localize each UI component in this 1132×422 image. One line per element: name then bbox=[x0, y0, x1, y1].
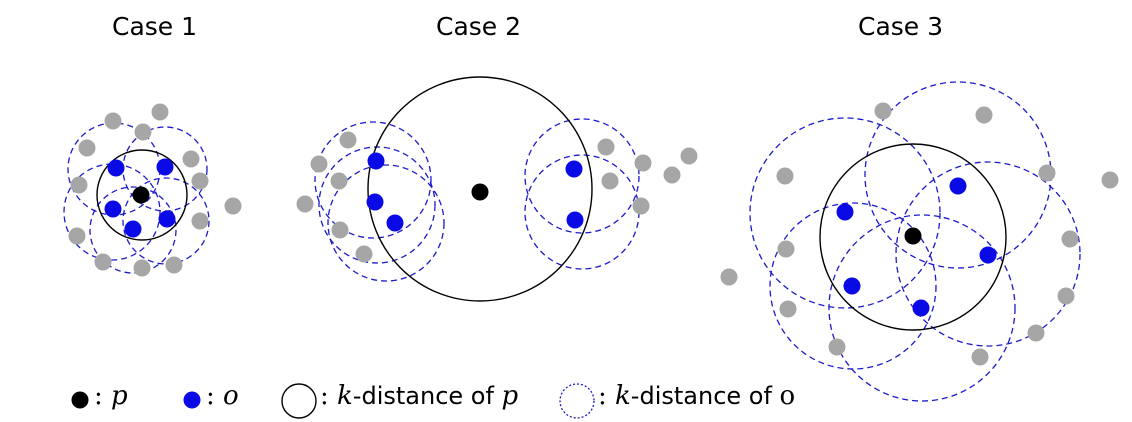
legend-kp-separator: : bbox=[320, 381, 338, 411]
other-point bbox=[597, 138, 615, 156]
legend-ko-separator: : bbox=[598, 381, 616, 411]
other-point bbox=[776, 167, 794, 185]
other-point bbox=[331, 221, 349, 239]
other-point bbox=[182, 150, 200, 168]
other-point bbox=[191, 212, 209, 230]
other-point bbox=[224, 197, 242, 215]
other-point bbox=[330, 172, 348, 190]
k-distance-o-circle bbox=[749, 117, 941, 309]
other-point bbox=[1061, 230, 1079, 248]
other-point bbox=[971, 348, 989, 366]
other-point bbox=[632, 197, 650, 215]
legend-k-distance-o-marker bbox=[559, 383, 595, 419]
o-point bbox=[367, 152, 385, 170]
other-point bbox=[68, 227, 86, 245]
k-distance-p-circle bbox=[819, 143, 1007, 331]
other-point bbox=[133, 259, 151, 277]
other-point bbox=[601, 172, 619, 190]
other-point bbox=[78, 139, 96, 157]
k-distance-o-circle bbox=[327, 164, 445, 282]
other-point bbox=[70, 176, 88, 194]
o-point bbox=[366, 193, 384, 211]
case-2-title: Case 2 bbox=[436, 12, 522, 41]
o-point bbox=[158, 210, 176, 228]
k-distance-o-circle bbox=[524, 118, 640, 234]
other-point bbox=[134, 123, 152, 141]
legend-o-label: : o bbox=[206, 381, 239, 411]
other-point bbox=[680, 147, 698, 165]
other-point bbox=[1101, 171, 1119, 189]
o-point bbox=[124, 220, 142, 238]
other-point bbox=[1057, 287, 1075, 305]
other-point bbox=[975, 106, 993, 124]
legend-p-separator: : bbox=[94, 381, 112, 411]
o-point bbox=[566, 211, 584, 229]
p-point bbox=[132, 186, 150, 204]
p-point bbox=[471, 183, 489, 201]
other-point bbox=[310, 155, 328, 173]
legend-kp-text: -distance of bbox=[352, 382, 502, 410]
legend bbox=[71, 383, 595, 419]
o-point bbox=[912, 299, 930, 317]
legend-p-variable: p bbox=[111, 381, 128, 411]
case-3-diagram bbox=[720, 81, 1119, 402]
legend-k-distance-o-label: : k-distance of o bbox=[598, 381, 795, 411]
o-point bbox=[386, 214, 404, 232]
other-point bbox=[94, 253, 112, 271]
legend-ko-text: -distance of bbox=[630, 382, 780, 410]
legend-p-marker bbox=[71, 391, 89, 409]
k-distance-p-circle bbox=[96, 149, 188, 241]
other-point bbox=[779, 300, 797, 318]
case-3-title: Case 3 bbox=[858, 12, 944, 41]
o-point bbox=[104, 200, 122, 218]
other-point bbox=[663, 166, 681, 184]
o-point bbox=[565, 160, 583, 178]
other-point bbox=[151, 103, 169, 121]
o-point bbox=[156, 158, 174, 176]
o-point bbox=[949, 177, 967, 195]
legend-o-variable: o bbox=[223, 381, 239, 411]
other-point bbox=[165, 256, 183, 274]
other-point bbox=[191, 172, 209, 190]
k-distance-o-circle bbox=[314, 121, 432, 239]
o-point bbox=[843, 277, 861, 295]
k-distance-o-circle bbox=[828, 214, 1016, 402]
o-point bbox=[836, 203, 854, 221]
k-distance-o-circle bbox=[318, 146, 436, 264]
case-1-title: Case 1 bbox=[112, 12, 198, 41]
other-point bbox=[355, 245, 373, 263]
o-point bbox=[107, 159, 125, 177]
k-distance-p-circle bbox=[367, 76, 593, 302]
k-distance-o-circle bbox=[864, 81, 1052, 269]
legend-ko-k: k bbox=[615, 381, 631, 411]
p-point bbox=[904, 227, 922, 245]
other-point bbox=[1027, 324, 1045, 342]
case-1-diagram bbox=[63, 103, 242, 277]
o-point bbox=[979, 246, 997, 264]
legend-k-distance-p-marker bbox=[281, 383, 317, 419]
other-point bbox=[339, 131, 357, 149]
other-point bbox=[634, 154, 652, 172]
legend-o-marker bbox=[183, 391, 201, 409]
other-point bbox=[1038, 164, 1056, 182]
other-point bbox=[874, 102, 892, 120]
k-distance-o-circle bbox=[89, 186, 177, 274]
k-distance-o-circle bbox=[524, 154, 640, 270]
other-point bbox=[104, 112, 122, 130]
k-distance-o-circle bbox=[895, 161, 1081, 347]
legend-kp-variable: p bbox=[501, 381, 519, 411]
other-point bbox=[828, 338, 846, 356]
legend-kp-k: k bbox=[337, 381, 353, 411]
k-distance-o-circle bbox=[122, 177, 210, 265]
legend-o-separator: : bbox=[206, 381, 224, 411]
other-point bbox=[720, 268, 738, 286]
other-point bbox=[777, 240, 795, 258]
legend-k-distance-p-label: : k-distance of p bbox=[320, 381, 518, 411]
k-distance-o-circle bbox=[769, 202, 937, 370]
other-point bbox=[296, 195, 314, 213]
legend-p-label: : p bbox=[94, 381, 128, 411]
case-2-diagram bbox=[296, 76, 698, 302]
legend-ko-variable: o bbox=[779, 381, 796, 411]
